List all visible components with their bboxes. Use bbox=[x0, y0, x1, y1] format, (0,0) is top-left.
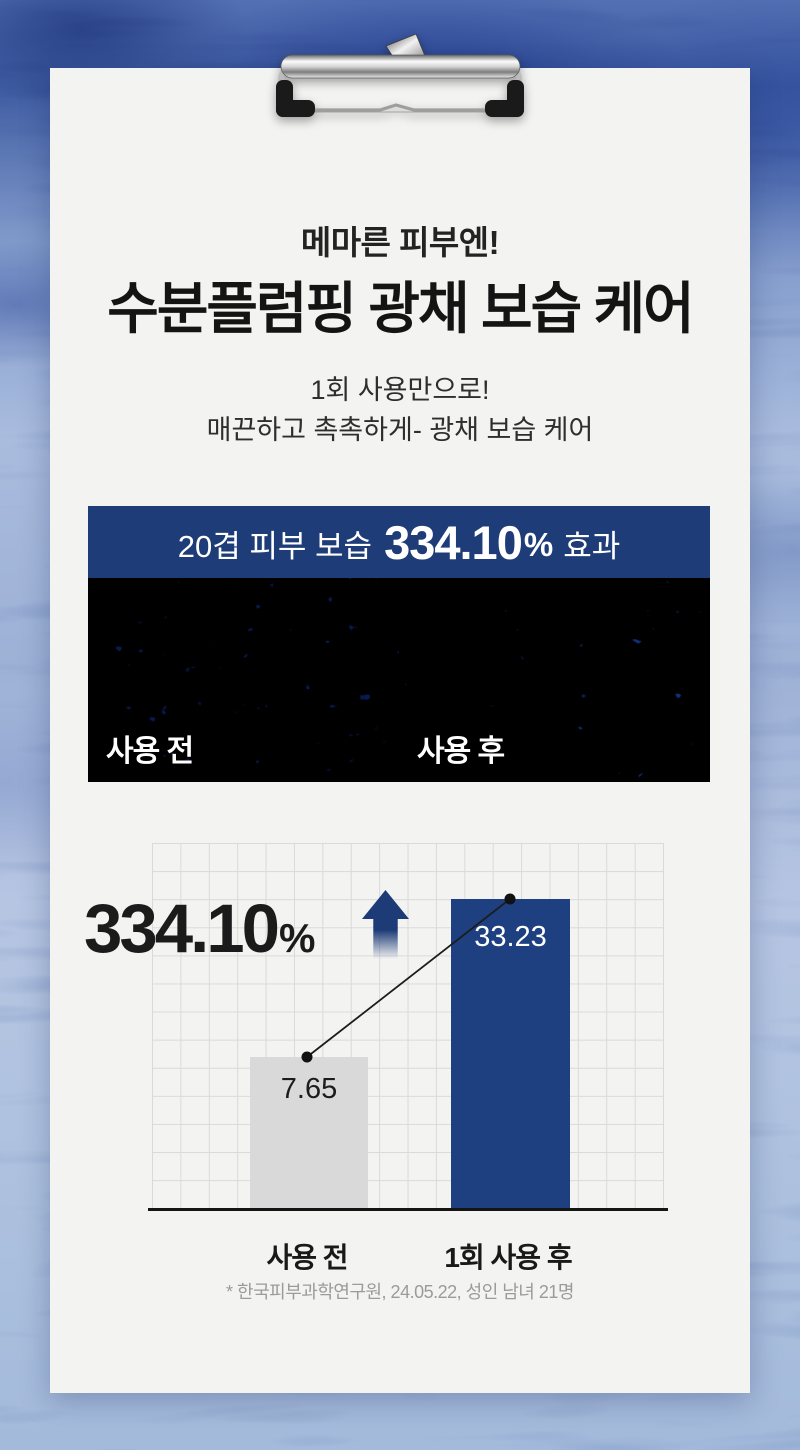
clip-bar bbox=[280, 54, 521, 79]
bar-after: 33.23 bbox=[451, 899, 570, 1208]
stat-headline: 334.10 % bbox=[84, 894, 316, 963]
clipboard-clip bbox=[276, 33, 524, 117]
bar-before-value: 7.65 bbox=[280, 1073, 338, 1105]
after-skin-texture bbox=[399, 578, 710, 782]
chart-axis-line bbox=[148, 1208, 668, 1211]
subtitle-line-2: 매끈하고 촉촉하게- 광채 보습 케어 bbox=[206, 415, 594, 445]
before-after-comparison: 사용 전 사용 후 bbox=[88, 578, 710, 782]
stat-percent-sign: % bbox=[279, 915, 316, 961]
clip-wire bbox=[312, 103, 489, 112]
clip-grip-right bbox=[485, 80, 524, 117]
page-title: 수분플럼핑 광채 보습 케어 bbox=[107, 277, 694, 340]
before-label: 사용 전 bbox=[106, 735, 194, 768]
before-skin-image: 사용 전 bbox=[88, 578, 399, 782]
banner-value: 334.10 bbox=[384, 515, 523, 569]
banner-suffix: 효과 bbox=[563, 528, 621, 564]
banner-prefix: 20겹 피부 보습 bbox=[177, 528, 373, 564]
category-label-after: 1회 사용 후 bbox=[444, 1242, 572, 1273]
bar-after-value: 33.23 bbox=[474, 921, 547, 953]
bar-before: 7.65 bbox=[250, 1057, 368, 1208]
clip-grip-left bbox=[276, 80, 315, 117]
category-label-before: 사용 전 bbox=[266, 1242, 348, 1273]
kicker-text: 메마른 피부엔! bbox=[300, 224, 500, 261]
footnote-text: * 한국피부과학연구원, 24.05.22, 성인 남녀 21명 bbox=[226, 1282, 574, 1302]
paper-card: 메마른 피부엔! 수분플럼핑 광채 보습 케어 1회 사용만으로! 매끈하고 촉… bbox=[50, 68, 750, 1393]
subtitle-line-1: 1회 사용만으로! bbox=[310, 375, 490, 405]
after-skin-image: 사용 후 bbox=[399, 578, 710, 782]
effect-banner: 20겹 피부 보습 334.10 % 효과 bbox=[88, 506, 710, 578]
banner-percent-sign: % bbox=[523, 526, 554, 563]
stat-value: 334.10 bbox=[84, 890, 280, 967]
before-skin-texture bbox=[88, 578, 399, 782]
after-label: 사용 후 bbox=[417, 735, 505, 768]
